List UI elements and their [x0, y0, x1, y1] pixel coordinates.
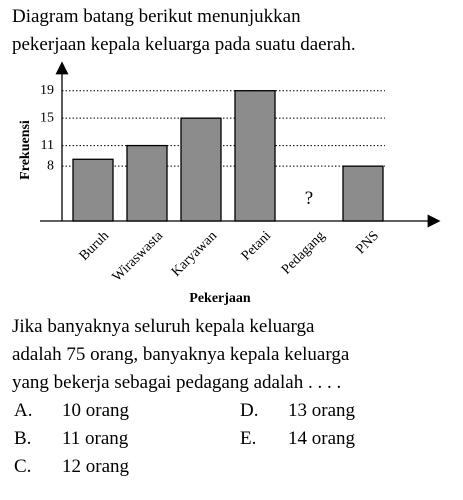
option-text: 13 orang	[288, 400, 356, 421]
x-tick-label: Buruh	[77, 228, 112, 263]
intro-line: Diagram batang berikut menunjukkan	[12, 6, 301, 27]
option-text: 12 orang	[62, 456, 130, 477]
bar	[72, 158, 114, 222]
y-axis-title: Frekuensi	[18, 120, 33, 180]
option-label: E.	[240, 428, 256, 449]
x-tick-label: Karyawan	[169, 228, 220, 279]
option-text: 10 orang	[62, 400, 130, 421]
option-label: D.	[240, 400, 258, 421]
bar	[126, 144, 168, 222]
x-tick-label: Pedagang	[279, 228, 328, 277]
y-tick-label: 11	[41, 138, 54, 153]
option-label: B.	[14, 428, 31, 449]
option-label: A.	[14, 400, 32, 421]
option-text: 11 orang	[62, 428, 129, 449]
option-text: 14 orang	[288, 428, 356, 449]
question-line: Jika banyaknya seluruh kepala keluarga	[12, 316, 315, 337]
x-tick-label: Petani	[239, 228, 274, 263]
x-axis-title: Pekerjaan	[189, 291, 251, 306]
y-tick-label: 15	[40, 110, 54, 125]
intro-line: pekerjaan kepala keluarga pada suatu dae…	[12, 34, 356, 55]
x-tick-label: Wiraswasta	[110, 228, 167, 285]
question-line: adalah 75 orang, banyaknya kepala keluar…	[12, 344, 350, 365]
y-tick-label: 19	[40, 83, 54, 98]
bar	[180, 117, 222, 222]
bar	[234, 90, 276, 222]
bar	[342, 165, 384, 222]
y-tick-label: 8	[47, 158, 54, 173]
x-tick-label: PNS	[353, 228, 382, 257]
question-line: yang bekerja sebagai pedagang adalah . .…	[12, 372, 341, 393]
option-label: C.	[14, 456, 31, 477]
value-label: ?	[305, 188, 313, 209]
